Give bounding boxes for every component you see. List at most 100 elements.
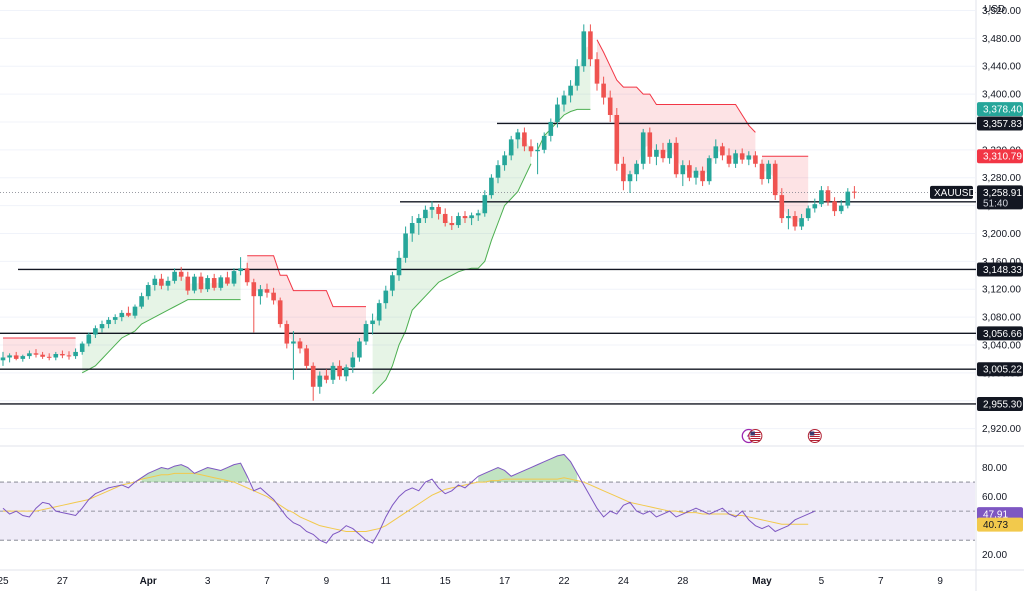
candle-body <box>627 174 633 182</box>
candle-body <box>449 223 455 226</box>
rsi-tick-label: 80.00 <box>982 463 1007 474</box>
candle-body <box>805 208 811 219</box>
candle-body <box>409 223 415 234</box>
price-axis[interactable]: USD 3,520.003,480.003,440.003,400.003,36… <box>982 4 1021 561</box>
candle-body <box>159 278 164 286</box>
flag-canton <box>750 431 755 436</box>
price-tag-label: 3,005.22 <box>983 365 1022 376</box>
candle-body <box>838 205 844 212</box>
candle-body <box>324 375 329 380</box>
candle-body <box>20 356 26 359</box>
time-tick-label: 7 <box>878 576 884 587</box>
price-tag-label: 3,310.79 <box>983 152 1022 163</box>
time-tick-label: 27 <box>57 576 69 587</box>
candle-body <box>581 31 587 67</box>
price-tick-label: 2,920.00 <box>982 424 1021 435</box>
candle-body <box>403 233 408 258</box>
price-tick-label: 3,120.00 <box>982 285 1021 296</box>
candle-body <box>548 121 554 136</box>
candle-body <box>660 149 666 159</box>
candle-body <box>132 306 138 316</box>
candle-body <box>766 163 771 180</box>
us-flag-event-icon[interactable] <box>748 429 763 443</box>
candle-body <box>640 132 646 164</box>
candle-body <box>687 165 692 178</box>
rsi-tick-label: 20.00 <box>982 550 1007 561</box>
candlestick-series <box>0 24 857 401</box>
event-markers[interactable] <box>741 428 822 444</box>
candle-body <box>99 324 105 329</box>
flag-stripe <box>809 434 820 435</box>
price-tag-box <box>977 116 1023 131</box>
flag-stripe <box>750 438 761 439</box>
candle-body <box>60 354 65 356</box>
rsi-line <box>2 453 816 544</box>
price-tag-label: 2,955.30 <box>983 399 1022 410</box>
candle-body <box>568 85 573 96</box>
candle-body <box>231 271 237 284</box>
candle-body <box>693 170 699 178</box>
candle-body <box>423 209 428 219</box>
candle-body <box>370 320 375 325</box>
price-tick-label: 3,280.00 <box>982 173 1021 184</box>
price-tag-box <box>977 102 1023 117</box>
rsi-tick-label: 60.00 <box>982 492 1007 503</box>
horizontal-levels[interactable] <box>0 122 976 405</box>
flag-stripe <box>750 434 761 435</box>
time-tick-label: 28 <box>677 576 689 587</box>
candle-body <box>192 276 197 291</box>
plot-background <box>0 0 975 591</box>
candle-body <box>284 324 290 344</box>
candle-body <box>706 158 712 182</box>
time-tick-label: 15 <box>440 576 452 587</box>
candle-body <box>772 163 778 196</box>
supertrend-up-line <box>537 108 591 151</box>
candle-body <box>482 195 488 214</box>
us-flag-event-icon-2[interactable] <box>807 429 822 443</box>
rsi-overbought-fill <box>141 463 248 483</box>
candle-body <box>416 218 422 223</box>
candle-body <box>40 354 45 357</box>
price-tag-box <box>977 262 1023 277</box>
candle-body <box>535 149 540 152</box>
time-tick-label: Apr <box>140 576 157 587</box>
price-tick-label: 3,160.00 <box>982 257 1021 268</box>
candle-body <box>310 365 316 387</box>
price-tick-label: 3,520.00 <box>982 6 1021 17</box>
candle-body <box>680 165 686 175</box>
candle-body <box>317 375 323 387</box>
candle-body <box>475 213 481 216</box>
candle-body <box>277 300 283 325</box>
rsi-pane <box>0 453 975 544</box>
candle-body <box>337 365 342 377</box>
time-axis[interactable]: 25 27 Apr 3 7 9 11 15 17 22 24 28 May 5 7 9 <box>0 576 943 587</box>
candle-body <box>139 296 144 307</box>
candle-body <box>383 290 389 304</box>
candle-body <box>79 343 85 352</box>
candle-body <box>390 275 395 291</box>
price-tag-box <box>977 326 1023 341</box>
candle-body <box>33 353 39 355</box>
candle-body <box>799 218 804 227</box>
candle-body <box>304 348 309 366</box>
candle-body <box>726 155 732 164</box>
price-tick-label: 3,400.00 <box>982 90 1021 101</box>
time-tick-label: 3 <box>205 576 211 587</box>
flag-stripe <box>809 436 820 437</box>
flag-stripe <box>809 440 820 441</box>
candle-body <box>86 334 92 344</box>
price-tag-box <box>977 149 1023 164</box>
price-tag-label: 3,378.40 <box>983 105 1022 116</box>
candle-body <box>739 153 745 160</box>
candle-body <box>845 191 851 206</box>
price-tick-label: 3,200.00 <box>982 229 1021 240</box>
candle-body <box>713 146 719 159</box>
rsi-value-label: 47.91 <box>983 510 1008 521</box>
candle-body <box>555 104 560 122</box>
symbol-tag-label: XAUUSD <box>934 188 976 199</box>
candle-body <box>469 215 474 219</box>
candle-body <box>528 146 534 152</box>
candle-body <box>73 351 78 357</box>
